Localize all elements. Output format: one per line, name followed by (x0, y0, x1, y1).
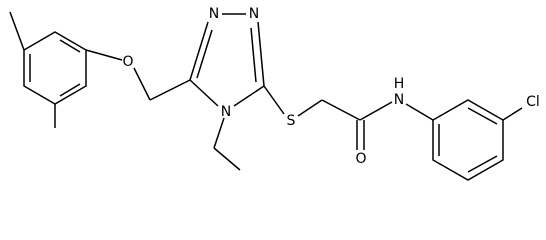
bond (297, 99, 323, 117)
molecule-diagram: O N N N S O N H Cl (9, 6, 540, 181)
bond (133, 67, 151, 101)
double-bond (196, 29, 213, 79)
benzene-ring (432, 99, 504, 181)
bond (233, 85, 265, 107)
atom-label: N (221, 104, 231, 120)
double-bond (59, 39, 81, 53)
atom-label: N (394, 92, 404, 108)
atom-label: H (394, 76, 405, 92)
benzene-ring (23, 31, 87, 105)
double-bond (467, 107, 498, 125)
bond (405, 103, 434, 121)
bond (149, 79, 191, 101)
ethyl-bond (213, 147, 241, 171)
bonds (9, 11, 523, 181)
bond (189, 21, 209, 81)
double-bond (250, 27, 257, 83)
ethyl-bond (213, 117, 225, 149)
atom-label: N (249, 6, 259, 22)
bond (263, 85, 285, 115)
atom-label: O (122, 54, 133, 70)
bond (502, 107, 523, 121)
double-bond (467, 155, 498, 173)
atom-label: O (355, 151, 366, 167)
atom-label: N (209, 6, 219, 22)
atom-label: Cl (526, 94, 540, 110)
bond (321, 99, 361, 121)
bond (257, 21, 265, 87)
atom-label: S (287, 113, 296, 129)
bond (189, 79, 219, 107)
atom-labels: O N N N S O N H Cl (122, 6, 539, 167)
bond (85, 49, 123, 61)
double-bond (59, 83, 81, 97)
bond (359, 101, 393, 121)
methyl-bond (9, 11, 25, 51)
